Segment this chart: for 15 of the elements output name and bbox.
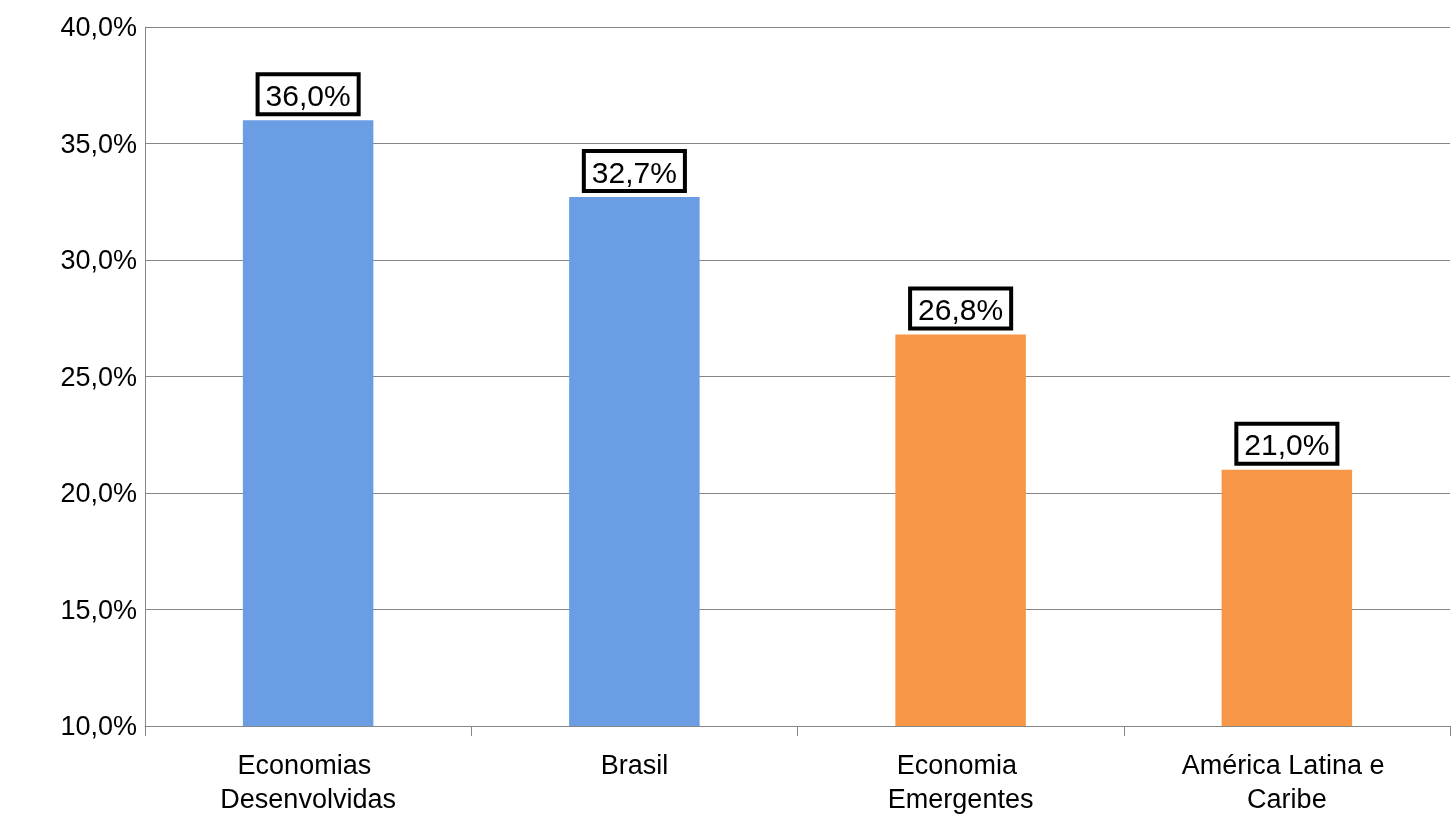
data-label: 32,7%: [591, 155, 677, 189]
y-tick-label: 10,0%: [60, 711, 137, 741]
data-label: 21,0%: [1244, 428, 1330, 462]
x-tick-label: América Latina e Caribe: [1181, 750, 1392, 814]
x-tick-label: Brasil: [600, 750, 669, 780]
x-tick-label: Economias Desenvolvidas: [220, 750, 396, 814]
data-label: 36,0%: [265, 78, 351, 112]
data-label: 26,8%: [918, 293, 1004, 327]
y-tick-label: 25,0%: [60, 361, 137, 392]
x-tick-label: Economia Emergentes: [887, 750, 1034, 814]
y-tick-label: 35,0%: [60, 128, 137, 159]
y-tick-label: 15,0%: [60, 594, 137, 625]
y-tick-label: 20,0%: [60, 478, 137, 508]
y-tick-label: 40,0%: [60, 12, 137, 42]
y-tick-label: 30,0%: [60, 245, 137, 275]
